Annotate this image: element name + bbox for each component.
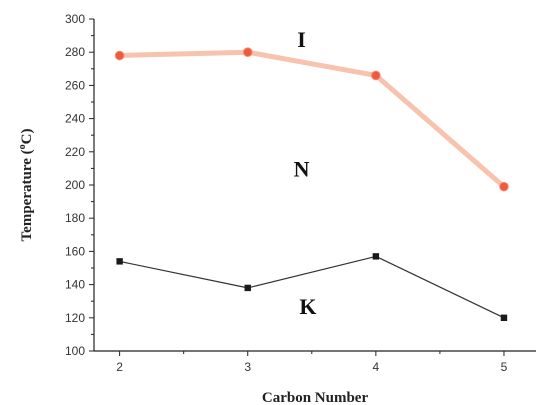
y-tick-label-9: 280 xyxy=(65,45,85,59)
y-tick-label-10: 300 xyxy=(65,12,85,26)
series-0-point-3 xyxy=(499,181,509,192)
y-tick-label-3: 160 xyxy=(65,244,85,258)
y-tick-label-5: 200 xyxy=(65,178,85,192)
y-tick-label-4: 180 xyxy=(65,211,85,225)
x-tick-label-2: 4 xyxy=(373,360,380,374)
series-1-point-0 xyxy=(116,258,123,265)
x-tick-label-1: 3 xyxy=(244,360,251,374)
y-axis-title-unit: C) xyxy=(19,129,35,145)
x-tick-label-0: 2 xyxy=(116,360,123,374)
series-0-point-0 xyxy=(114,50,125,61)
y-axis-title-degree: o xyxy=(17,144,28,149)
y-tick-label-8: 260 xyxy=(65,78,85,92)
y-axis-title: Temperature (oC) xyxy=(17,129,35,242)
series-1-point-3 xyxy=(500,314,508,321)
y-tick-label-0: 100 xyxy=(65,344,85,358)
series-1-point-1 xyxy=(244,284,251,292)
y-tick-label-6: 220 xyxy=(65,145,85,159)
series-0-point-1 xyxy=(242,47,253,58)
y-axis-title-text: Temperature ( xyxy=(19,149,35,241)
y-tick-label-2: 140 xyxy=(65,278,85,292)
phase-label-n: N xyxy=(294,156,310,181)
x-tick-label-3: 5 xyxy=(501,360,508,374)
series-0-line xyxy=(117,49,507,190)
series-1-point-2 xyxy=(372,253,380,260)
y-tick-label-7: 240 xyxy=(65,112,85,126)
phase-label-i: I xyxy=(297,27,306,52)
series-0-point-2 xyxy=(371,70,381,81)
phase-label-k: K xyxy=(299,294,316,319)
y-tick-label-1: 120 xyxy=(65,311,85,325)
plot-area: 100 120 140 160 180 200 220 240 260 280 300 2 3 4 5 I N K xyxy=(65,12,536,374)
x-axis-title: Carbon Number xyxy=(262,390,369,405)
series-1-line xyxy=(119,255,505,319)
